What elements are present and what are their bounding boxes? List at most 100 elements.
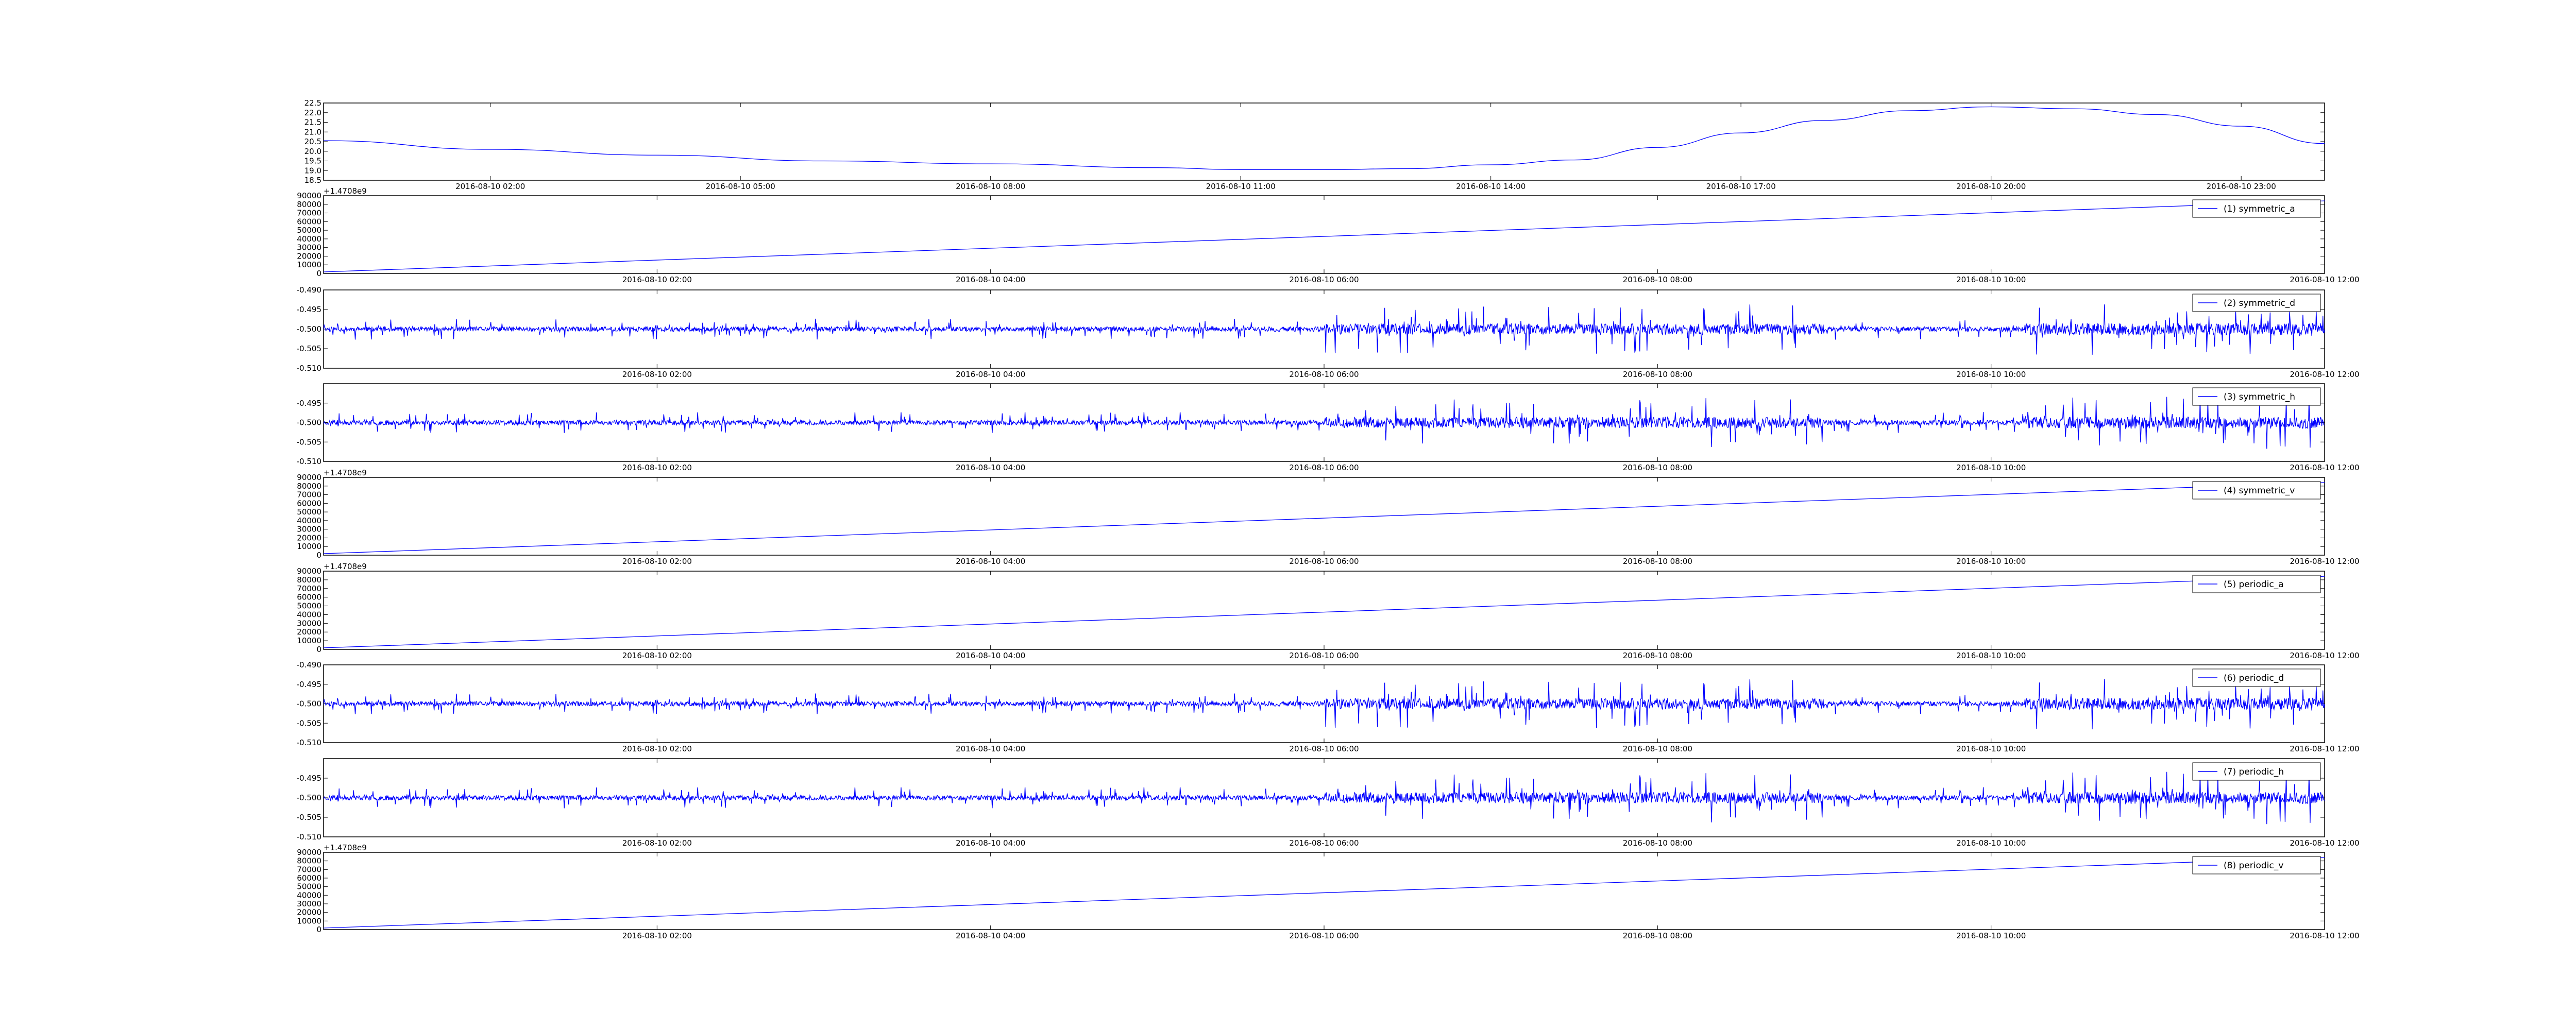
axes-frame [323,102,2325,181]
y-tick-label: 22.5 [304,98,321,108]
y-tick-label: 50000 [297,507,321,517]
y-tick-label: 10000 [297,916,321,925]
axes-frame [323,195,2325,274]
x-tick-label: 2016-08-10 12:00 [2290,931,2359,940]
y-tick-label: 20000 [297,627,321,637]
y-tick-label: -0.500 [297,699,321,709]
x-tick-label: 2016-08-10 10:00 [1956,370,2026,379]
x-tick-label: 2016-08-10 08:00 [1623,370,1692,379]
subplot-3: -0.510 -0.505 -0.500 -0.495 2016-08-10 02:00… [297,383,2360,472]
y-tick-label: 60000 [297,593,321,602]
x-tick-label: 2016-08-10 08:00 [1623,463,1692,472]
x-tick-label: 2016-08-10 02:00 [622,931,692,940]
y-tick-label: 10000 [297,636,321,645]
y-tick-label: 18.5 [304,176,321,185]
y-tick-label: 30000 [297,243,321,252]
x-tick-label: 2016-08-10 20:00 [1956,182,2026,191]
y-tick-label: 40000 [297,516,321,525]
y-tick-label: 90000 [297,191,321,200]
x-tick-label: 2016-08-10 04:00 [956,744,1025,753]
x-tick-label: 2016-08-10 04:00 [956,838,1025,848]
y-tick-label: 0 [316,645,321,654]
y-tick-label: 21.5 [304,118,321,127]
subplot-1: 0100002000030000400005000060000700008000… [297,186,2359,284]
x-tick-label: 2016-08-10 10:00 [1956,931,2026,940]
y-tick-label: 10000 [297,260,321,269]
x-tick-label: 2016-08-10 08:00 [1623,931,1692,940]
series-line [324,304,2325,355]
x-tick-label: 2016-08-10 02:00 [622,463,692,472]
x-tick-label: 2016-08-10 10:00 [1956,275,2026,284]
subplot-5: 0100002000030000400005000060000700008000… [297,562,2359,660]
x-tick-label: 2016-08-10 02:00 [622,651,692,660]
x-tick-label: 2016-08-10 02:00 [622,838,692,848]
x-tick-label: 2016-08-10 05:00 [706,182,775,191]
y-tick-label: 70000 [297,209,321,218]
x-tick-label: 2016-08-10 06:00 [1289,463,1359,472]
x-tick-label: 2016-08-10 08:00 [1623,838,1692,848]
y-tick-label: 80000 [297,575,321,585]
series-line [324,396,2325,449]
y-tick-label: -0.495 [297,774,321,783]
x-tick-label: 2016-08-10 08:00 [1623,557,1692,566]
y-tick-label: 40000 [297,234,321,244]
y-tick-label: -0.505 [297,344,321,353]
y-tick-label: 70000 [297,490,321,500]
y-tick-label: 20000 [297,251,321,261]
y-tick-label: 60000 [297,217,321,226]
y-tick-label: -0.510 [297,738,321,747]
legend-label: (2) symmetric_d [2224,298,2295,308]
y-tick-label: 22.0 [304,108,321,117]
y-tick-label: -0.500 [297,793,321,802]
series-line [324,857,2325,929]
legend-label: (7) periodic_h [2224,767,2284,777]
y-tick-label: -0.505 [297,718,321,728]
y-tick-label: 50000 [297,226,321,235]
y-tick-label: 50000 [297,602,321,611]
y-tick-label: 80000 [297,200,321,209]
y-tick-label: 70000 [297,865,321,874]
series-line [324,679,2325,730]
x-tick-label: 2016-08-10 02:00 [622,275,692,284]
y-tick-label: 80000 [297,482,321,491]
y-tick-label: -0.505 [297,437,321,447]
y-tick-label: -0.510 [297,457,321,466]
y-tick-label: 40000 [297,610,321,619]
x-tick-label: 2016-08-10 02:00 [622,744,692,753]
y-tick-label: 19.0 [304,166,321,175]
x-tick-label: 2016-08-10 17:00 [1706,182,1776,191]
y-tick-label: 80000 [297,856,321,866]
y-tick-label: 20.5 [304,137,321,146]
subplot-6: -0.510 -0.505 -0.500 -0.495 -0.490 2016-08-10… [297,660,2360,753]
y-tick-label: -0.500 [297,324,321,334]
x-tick-label: 2016-08-10 08:00 [1623,651,1692,660]
y-tick-label: -0.495 [297,680,321,689]
x-tick-label: 2016-08-10 08:00 [1623,275,1692,284]
series-line [324,106,2325,170]
series-line [324,771,2325,825]
y-tick-label: 90000 [297,566,321,576]
x-tick-label: 2016-08-10 10:00 [1956,838,2026,848]
y-tick-label: 30000 [297,619,321,628]
axis-offset-label: +1.4708e9 [324,562,367,571]
x-tick-label: 2016-08-10 10:00 [1956,463,2026,472]
x-tick-label: 2016-08-10 04:00 [956,651,1025,660]
y-tick-label: 20000 [297,908,321,917]
legend-label: (6) periodic_d [2224,673,2284,683]
x-tick-label: 2016-08-10 04:00 [956,557,1025,566]
y-tick-label: 0 [316,269,321,278]
axis-offset-label: +1.4708e9 [324,843,367,852]
y-tick-label: 90000 [297,848,321,857]
series-line [324,576,2325,648]
x-tick-label: 2016-08-10 08:00 [1623,744,1692,753]
axes-frame [323,852,2325,930]
subplot-0: 18.519.019.520.020.521.021.522.022.5 2016… [304,98,2325,191]
x-tick-label: 2016-08-10 02:00 [622,557,692,566]
subplot-2: -0.510 -0.505 -0.500 -0.495 -0.490 2016-08-10… [297,285,2360,379]
y-tick-label: 21.0 [304,127,321,136]
x-tick-label: 2016-08-10 10:00 [1956,744,2026,753]
y-tick-label: 0 [316,551,321,560]
y-tick-label: 70000 [297,584,321,593]
x-tick-label: 2016-08-10 06:00 [1289,931,1359,940]
